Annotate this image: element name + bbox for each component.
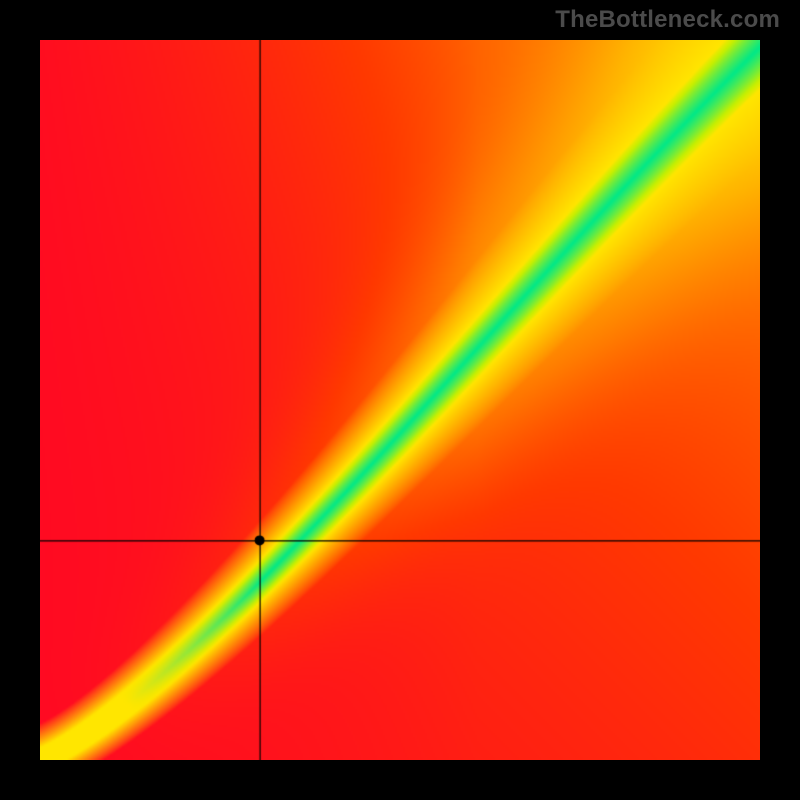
heatmap-plot — [40, 40, 760, 760]
chart-container: TheBottleneck.com — [0, 0, 800, 800]
watermark-text: TheBottleneck.com — [555, 6, 780, 34]
crosshair-overlay — [40, 40, 760, 760]
